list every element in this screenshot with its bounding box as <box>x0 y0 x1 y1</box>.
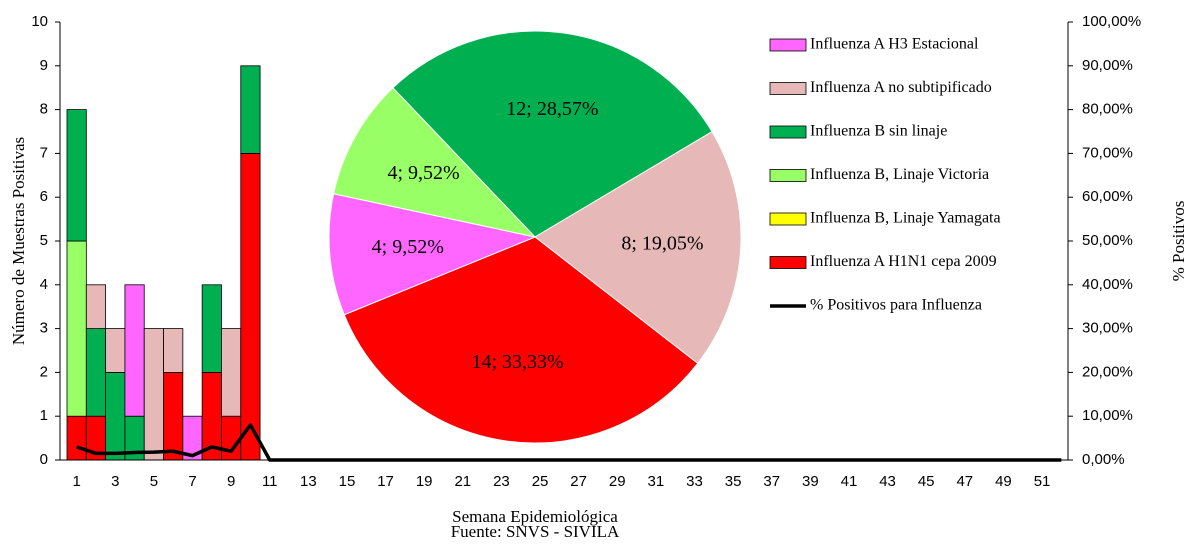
y-tick-label: 2 <box>40 363 48 380</box>
x-tick-label: 25 <box>532 473 549 490</box>
line <box>76 423 1062 462</box>
x-tick-label: 5 <box>150 473 158 490</box>
bar <box>124 284 145 417</box>
bar <box>66 240 87 417</box>
pie-slice <box>392 30 713 238</box>
x-tick-label: 17 <box>377 473 394 490</box>
legend-label: Influenza B sin linaje <box>810 123 947 140</box>
legend-swatch <box>769 38 807 52</box>
x-tick-label: 21 <box>454 473 471 490</box>
x-axis-label: Semana Epidemiológica <box>452 507 618 526</box>
pie-slice <box>534 131 742 365</box>
legend-label: Influenza B, Linaje Yamagata <box>810 210 1001 227</box>
x-tick-label: 3 <box>111 473 119 490</box>
bar <box>240 152 261 461</box>
y2-tick-label: 30,00% <box>1082 320 1133 337</box>
x-tick-label: 37 <box>763 473 780 490</box>
source: Fuente: SNVS - SIVILA <box>451 522 620 541</box>
bar <box>201 284 222 373</box>
y2-tick-label: 80,00% <box>1082 101 1133 118</box>
pie-slice <box>332 87 537 238</box>
y2-tick-label: 60,00% <box>1082 188 1133 205</box>
x-tick-label: 9 <box>227 473 235 490</box>
legend-label: % Positivos para Influenza <box>810 297 982 314</box>
y-tick-label: 8 <box>40 101 48 118</box>
legend-swatch <box>769 256 807 269</box>
legend-label: Influenza A no subtipificado <box>810 79 992 96</box>
x-tick-label: 19 <box>416 473 433 490</box>
x-tick-label: 29 <box>609 473 626 490</box>
y2-tick-label: 50,00% <box>1082 232 1133 249</box>
x-tick-label: 7 <box>188 473 196 490</box>
legend-swatch <box>769 125 807 139</box>
pie-label: 12; 28,57% <box>506 98 598 120</box>
bar <box>85 284 107 329</box>
x-tick-label: 15 <box>339 473 356 490</box>
bar <box>85 328 107 417</box>
x-tick-label: 45 <box>918 473 935 490</box>
x-tick-label: 11 <box>262 473 278 490</box>
x-tick-label: 51 <box>1034 473 1051 490</box>
bar <box>221 328 242 417</box>
y2-tick-label: 70,00% <box>1082 144 1133 161</box>
bar <box>163 328 184 373</box>
y2-tick-label: 20,00% <box>1082 363 1133 380</box>
pie-label: 8; 19,05% <box>621 232 703 254</box>
legend-label: Influenza A H3 Estacional <box>810 36 979 53</box>
y-tick-label: 9 <box>40 57 48 74</box>
bar <box>163 371 184 461</box>
y-tick-label: 4 <box>40 276 48 293</box>
bar <box>221 415 242 461</box>
x-tick-label: 41 <box>841 473 858 490</box>
x-tick-label: 31 <box>648 473 665 490</box>
bar <box>105 328 126 373</box>
y2-tick-label: 10,00% <box>1082 407 1133 424</box>
y2-tick-label: 90,00% <box>1082 57 1133 74</box>
x-tick-label: 23 <box>493 473 510 490</box>
y-axis-label: Número de Muestras Positivas <box>9 137 28 345</box>
x-tick-label: 43 <box>879 473 896 490</box>
pie-label: 14; 33,33% <box>471 351 563 373</box>
y-tick-label: 5 <box>40 232 48 249</box>
y-tick-label: 3 <box>40 320 48 337</box>
pie-slice <box>343 236 699 444</box>
x-tick-label: 39 <box>802 473 819 490</box>
y-tick-label: 6 <box>40 188 48 205</box>
pie-label: 4; 9,52% <box>372 236 444 258</box>
legend-swatch <box>769 169 807 182</box>
y-tick-label: 0 <box>40 451 48 468</box>
y2-tick-label: 0,00% <box>1082 451 1125 468</box>
bar <box>66 415 87 461</box>
x-tick-label: 49 <box>995 473 1012 490</box>
pie-slice <box>328 193 537 316</box>
x-tick-label: 33 <box>686 473 703 490</box>
y-tick-label: 1 <box>40 407 48 424</box>
y2-tick-label: 40,00% <box>1082 276 1133 293</box>
legend-label: Influenza A H1N1 cepa 2009 <box>810 253 997 270</box>
y2-axis-label: % Positivos <box>1169 201 1188 282</box>
x-tick-label: 13 <box>300 473 317 490</box>
y2-tick-label: 100,00% <box>1082 13 1141 30</box>
y-tick-label: 10 <box>31 13 48 30</box>
pie-label: 4; 9,52% <box>387 162 459 184</box>
x-tick-label: 27 <box>570 473 587 490</box>
legend-label: Influenza B, Linaje Victoria <box>810 166 989 183</box>
x-tick-label: 1 <box>72 473 80 490</box>
bar <box>143 328 164 461</box>
bar <box>240 65 261 154</box>
x-tick-label: 35 <box>725 473 742 490</box>
bar <box>105 371 126 461</box>
legend-swatch <box>769 212 807 226</box>
x-tick-label: 47 <box>956 473 973 490</box>
legend-swatch <box>769 82 807 95</box>
bar <box>66 109 87 242</box>
y-tick-label: 7 <box>40 144 48 161</box>
